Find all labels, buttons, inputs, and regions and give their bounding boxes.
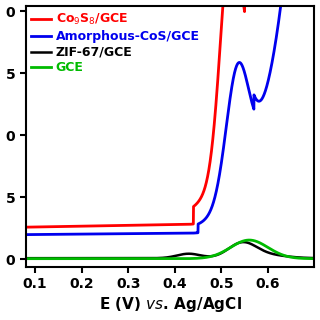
GCE <box>57 257 60 260</box>
ZIF-67/GCE <box>57 256 60 260</box>
Amorphous-CoS/GCE <box>276 26 280 30</box>
Amorphous-CoS/GCE <box>147 232 151 236</box>
X-axis label: E (V) $\it{vs}$. Ag/AgCl: E (V) $\it{vs}$. Ag/AgCl <box>99 295 242 315</box>
Line: GCE: GCE <box>26 240 315 259</box>
GCE <box>134 257 138 260</box>
GCE <box>307 257 311 260</box>
ZIF-67/GCE <box>276 253 280 257</box>
Amorphous-CoS/GCE <box>134 232 138 236</box>
Co$_9$S$_8$/GCE <box>24 225 28 229</box>
Co$_9$S$_8$/GCE <box>147 223 151 227</box>
GCE <box>276 251 280 255</box>
Amorphous-CoS/GCE <box>57 232 60 236</box>
Co$_9$S$_8$/GCE <box>74 224 78 228</box>
ZIF-67/GCE <box>242 240 245 244</box>
GCE <box>313 257 316 260</box>
Legend: Co$_9$S$_8$/GCE, Amorphous-CoS/GCE, ZIF-67/GCE, GCE: Co$_9$S$_8$/GCE, Amorphous-CoS/GCE, ZIF-… <box>29 10 202 76</box>
GCE <box>247 238 251 242</box>
Amorphous-CoS/GCE <box>74 232 78 236</box>
ZIF-67/GCE <box>134 256 138 260</box>
ZIF-67/GCE <box>147 256 151 260</box>
GCE <box>24 257 28 260</box>
GCE <box>74 257 78 260</box>
Line: Amorphous-CoS/GCE: Amorphous-CoS/GCE <box>26 0 315 235</box>
ZIF-67/GCE <box>307 256 311 260</box>
ZIF-67/GCE <box>74 256 78 260</box>
Line: Co$_9$S$_8$/GCE: Co$_9$S$_8$/GCE <box>26 0 315 227</box>
ZIF-67/GCE <box>313 256 316 260</box>
ZIF-67/GCE <box>24 256 28 260</box>
Co$_9$S$_8$/GCE <box>57 225 60 228</box>
Amorphous-CoS/GCE <box>24 233 28 236</box>
Line: ZIF-67/GCE: ZIF-67/GCE <box>26 242 315 258</box>
Co$_9$S$_8$/GCE <box>134 223 138 227</box>
GCE <box>147 257 151 260</box>
